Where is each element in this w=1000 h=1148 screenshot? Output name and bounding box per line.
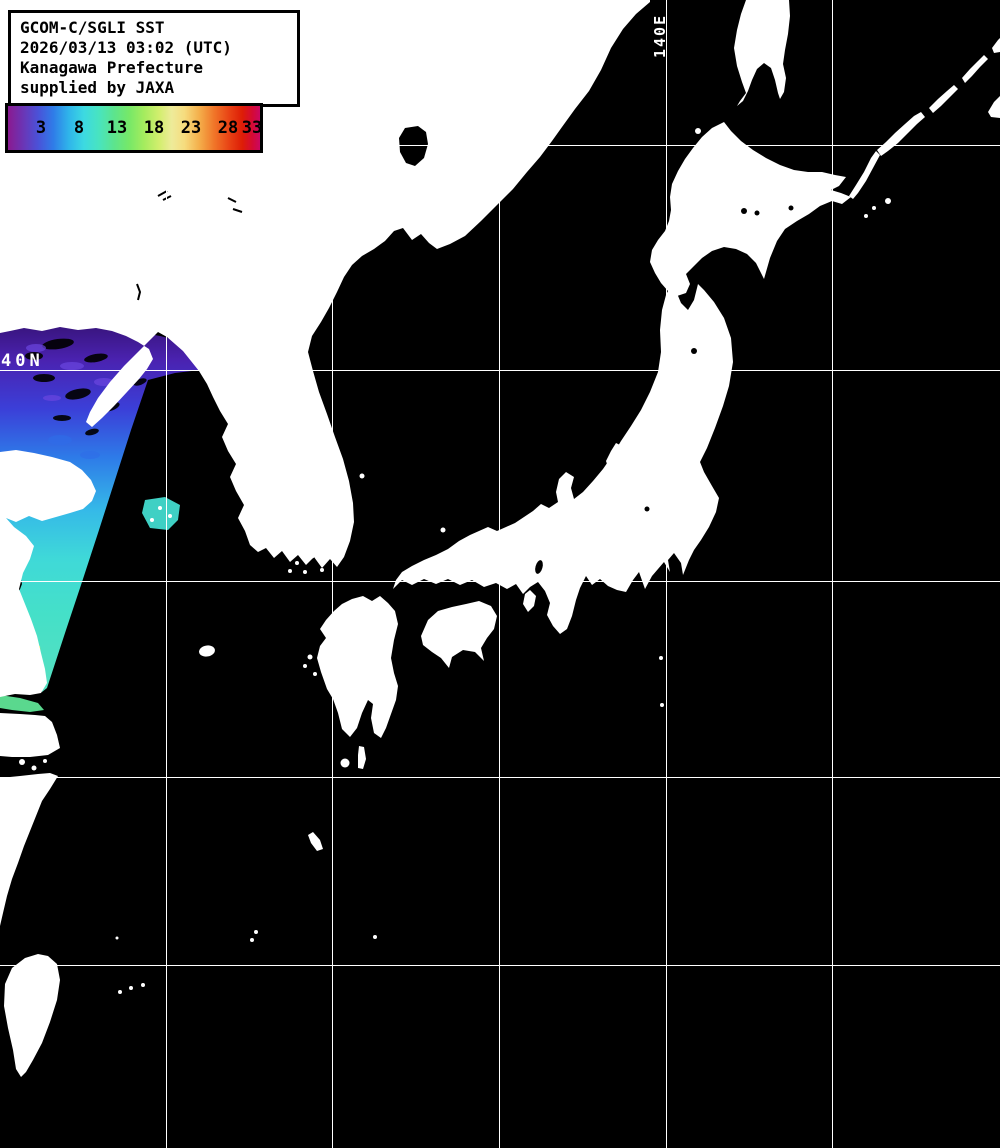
landmass-shandong-jiangsu [0,450,96,697]
landmass-hokkaido [650,122,851,296]
colorbar-tick: 28 [217,118,239,138]
lat-label-40n: 40N [1,351,44,371]
info-line-product: GCOM-C/SGLI SST [20,18,165,37]
sst-purple-patches [26,344,114,401]
small-islands [19,128,708,994]
colorbar-tick: 8 [73,118,85,138]
colorbar-tick: 13 [106,118,128,138]
sst-swath-main [0,315,212,692]
hokkaido-lake [788,205,794,211]
landmass-shanghai-block [0,713,60,757]
temperature-colorbar: 3 8 13 18 23 28 33 [5,103,263,153]
landmass-sakhalin [734,0,790,106]
colorbar-tick: 33 [241,118,263,138]
colorbar-tick: 23 [180,118,202,138]
hokkaido-lake [754,210,760,216]
landmass-zhejiang-coast [0,773,58,926]
lake-biwa [535,560,543,574]
info-line-credit: supplied by JAXA [20,78,175,97]
lake-towada [691,348,697,354]
landmass-taiwan [4,954,60,1077]
landmass-shikoku [421,601,497,668]
lake-inawashiro [644,506,650,512]
info-line-region: Kanagawa Prefecture [20,58,204,77]
landmass-kyushu [317,596,398,738]
hokkaido-lake [741,208,747,214]
landmass-honshu [393,284,733,634]
info-panel: GCOM-C/SGLI SST 2026/03/13 03:02 (UTC) K… [8,10,300,107]
colorbar-tick: 3 [35,118,47,138]
info-line-datetime: 2026/03/13 03:02 (UTC) [20,38,232,57]
colorbar-tick: 18 [143,118,165,138]
lon-label-140e: 140E [651,14,669,58]
colorbar-gradient [8,106,260,150]
